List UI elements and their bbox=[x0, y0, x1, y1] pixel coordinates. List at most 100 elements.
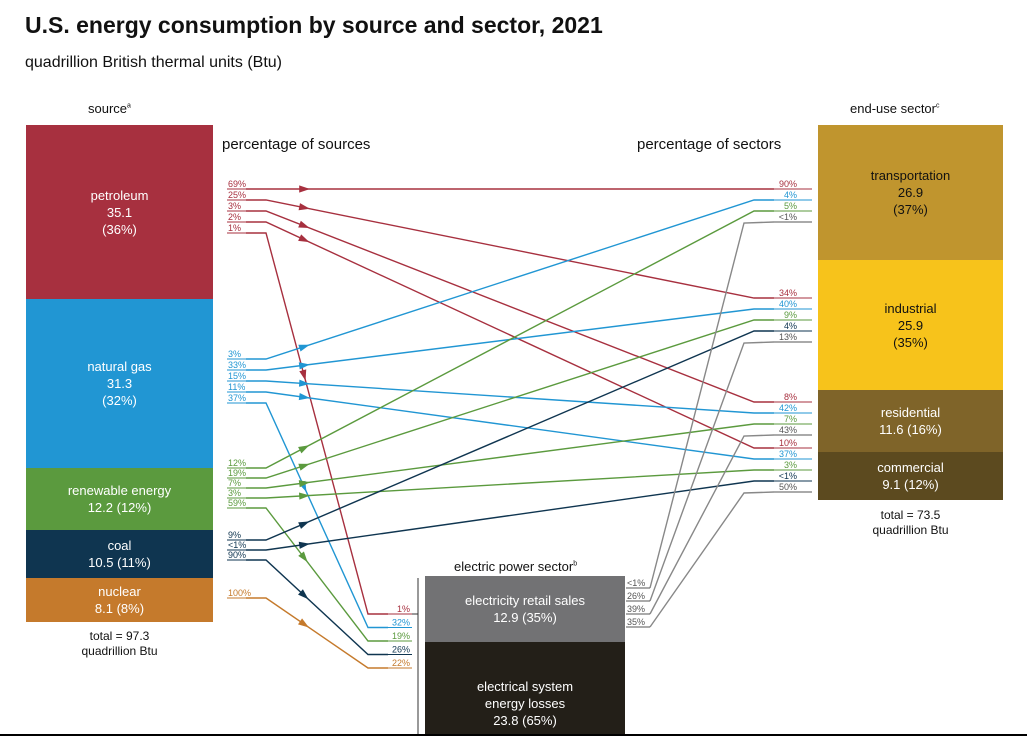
source-name: nuclear bbox=[98, 584, 141, 599]
flow-line-natural_gas-to-power bbox=[246, 402, 388, 629]
power-pct-label: 32% bbox=[392, 618, 410, 628]
losses-label-1: electrical system bbox=[476, 678, 574, 694]
flow-arrowhead bbox=[298, 541, 310, 549]
sector-value: 9.1 (12%) bbox=[882, 477, 939, 492]
source-value: 12.2 (12%) bbox=[87, 500, 152, 515]
sector-pct-label: 5% bbox=[784, 201, 797, 211]
flow-line-petroleum-to-power bbox=[246, 232, 388, 615]
losses-label-2: energy losses bbox=[484, 695, 566, 711]
retail-source-pct-label: 26% bbox=[627, 591, 645, 601]
source-value: 10.5 (11%) bbox=[88, 555, 151, 570]
source-name: natural gas bbox=[87, 359, 152, 374]
losses-value: 23.8 (65%) bbox=[493, 712, 557, 728]
sector-percent: (37%) bbox=[893, 202, 928, 217]
sector-pct-label: 3% bbox=[784, 460, 797, 470]
sector-percent: (35%) bbox=[893, 334, 928, 350]
flow-line-renewable-to-transportation bbox=[246, 210, 774, 469]
source-pct-label: 90% bbox=[228, 550, 246, 560]
source-pct-label: 3% bbox=[228, 349, 241, 359]
flow-arrowhead bbox=[298, 589, 309, 600]
sector-value: 11.6 (16%) bbox=[879, 422, 942, 437]
sector-pct-label: 4% bbox=[784, 190, 797, 200]
flow-arrowhead bbox=[298, 344, 310, 352]
flow-line-petroleum-to-commercial bbox=[246, 221, 774, 449]
flow-arrowhead bbox=[298, 463, 310, 471]
power-pct-label: 22% bbox=[392, 658, 410, 668]
sector-value: 26.9 bbox=[897, 185, 924, 200]
source-pct-label: 59% bbox=[228, 498, 246, 508]
sector-box-commercial: commercial 9.1 (12%) bbox=[818, 452, 1003, 500]
flow-line-retail-to-commercial bbox=[649, 491, 775, 628]
sector-pct-label: 10% bbox=[779, 438, 797, 448]
percentage-of-sources-header: percentage of sources bbox=[222, 136, 371, 153]
sector-pct-label: 37% bbox=[779, 449, 797, 459]
flow-arrowhead bbox=[298, 203, 310, 211]
source-pct-label: 3% bbox=[228, 488, 241, 498]
source-pct-label: 2% bbox=[228, 212, 241, 222]
source-pct-label: 69% bbox=[228, 179, 246, 189]
sector-pct-label: <1% bbox=[779, 212, 797, 222]
source-pct-label: <1% bbox=[228, 540, 246, 550]
power-sector-header: electric power sectorb bbox=[454, 559, 578, 574]
flow-line-renewable-to-industrial bbox=[246, 319, 774, 479]
source-pct-label: 15% bbox=[228, 371, 246, 381]
sector-box-residential: residential 11.6 (16%) bbox=[818, 390, 1003, 452]
flow-arrowhead bbox=[298, 362, 310, 370]
flow-line-natural_gas-to-commercial bbox=[246, 391, 774, 460]
source-value: 31.3 bbox=[106, 376, 133, 391]
flow-arrowhead bbox=[298, 234, 310, 243]
sector-pct-label: 40% bbox=[779, 299, 797, 309]
sector-pct-label: 34% bbox=[779, 288, 797, 298]
sector-total-line2: quadrillion Btu bbox=[872, 523, 949, 537]
flow-line-petroleum-to-residential bbox=[246, 210, 774, 403]
percentage-of-sectors-header: percentage of sectors bbox=[637, 136, 782, 153]
retail-source-pct-label: <1% bbox=[627, 578, 645, 588]
flow-arrowhead bbox=[298, 480, 310, 488]
flow-arrowhead bbox=[298, 379, 310, 387]
flow-arrowhead bbox=[299, 185, 310, 193]
sector-total: total = 73.5 quadrillion Btu bbox=[818, 508, 1003, 538]
sector-pct-label: 90% bbox=[779, 179, 797, 189]
source-pct-label: 19% bbox=[228, 468, 246, 478]
sector-pct-label: 8% bbox=[784, 392, 797, 402]
sector-name: commercial bbox=[877, 460, 944, 475]
source-pct-label: 37% bbox=[228, 393, 246, 403]
flow-line-coal-to-power bbox=[246, 559, 388, 656]
sector-name: industrial bbox=[884, 300, 937, 316]
flow-line-renewable-to-commercial bbox=[246, 469, 774, 499]
power-pct-label: 26% bbox=[392, 645, 410, 655]
source-pct-label: 9% bbox=[228, 530, 241, 540]
sector-pct-label: 9% bbox=[784, 310, 797, 320]
source-name: petroleum bbox=[90, 187, 149, 203]
sector-box-transportation: transportation 26.9 (37%) bbox=[818, 125, 1003, 260]
flow-line-natural_gas-to-residential bbox=[246, 380, 774, 414]
source-box-natural-gas: natural gas 31.3 (32%) bbox=[26, 299, 213, 468]
source-pct-label: 12% bbox=[228, 458, 246, 468]
flow-arrowhead bbox=[298, 551, 308, 563]
source-pct-label: 100% bbox=[228, 588, 251, 598]
flow-line-coal-to-industrial bbox=[246, 330, 774, 541]
source-percent: (32%) bbox=[102, 393, 137, 408]
source-pct-label: 3% bbox=[228, 201, 241, 211]
source-value: 8.1 (8%) bbox=[94, 601, 145, 616]
retail-source-pct-label: 35% bbox=[627, 617, 645, 627]
source-value: 35.1 bbox=[106, 204, 133, 220]
source-total: total = 97.3 quadrillion Btu bbox=[26, 629, 213, 659]
sector-pct-label: <1% bbox=[779, 471, 797, 481]
page-subtitle: quadrillion British thermal units (Btu) bbox=[25, 54, 282, 71]
source-box-renewable: renewable energy 12.2 (12%) bbox=[26, 468, 213, 530]
source-box-coal: coal 10.5 (11%) bbox=[26, 530, 213, 578]
source-pct-label: 1% bbox=[228, 223, 241, 233]
flow-line-petroleum-to-industrial bbox=[246, 199, 774, 299]
source-name: coal bbox=[107, 538, 132, 553]
sector-name: transportation bbox=[870, 168, 951, 183]
sector-pct-label: 50% bbox=[779, 482, 797, 492]
source-pct-label: 7% bbox=[228, 478, 241, 488]
sector-pct-label: 4% bbox=[784, 321, 797, 331]
source-box-nuclear: nuclear 8.1 (8%) bbox=[26, 578, 213, 622]
retail-source-pct-label: 39% bbox=[627, 604, 645, 614]
sector-value: 25.9 bbox=[897, 317, 924, 333]
sector-header: end-use sectorc bbox=[850, 101, 940, 116]
sector-box-industrial: industrial 25.9 (35%) bbox=[818, 260, 1003, 390]
